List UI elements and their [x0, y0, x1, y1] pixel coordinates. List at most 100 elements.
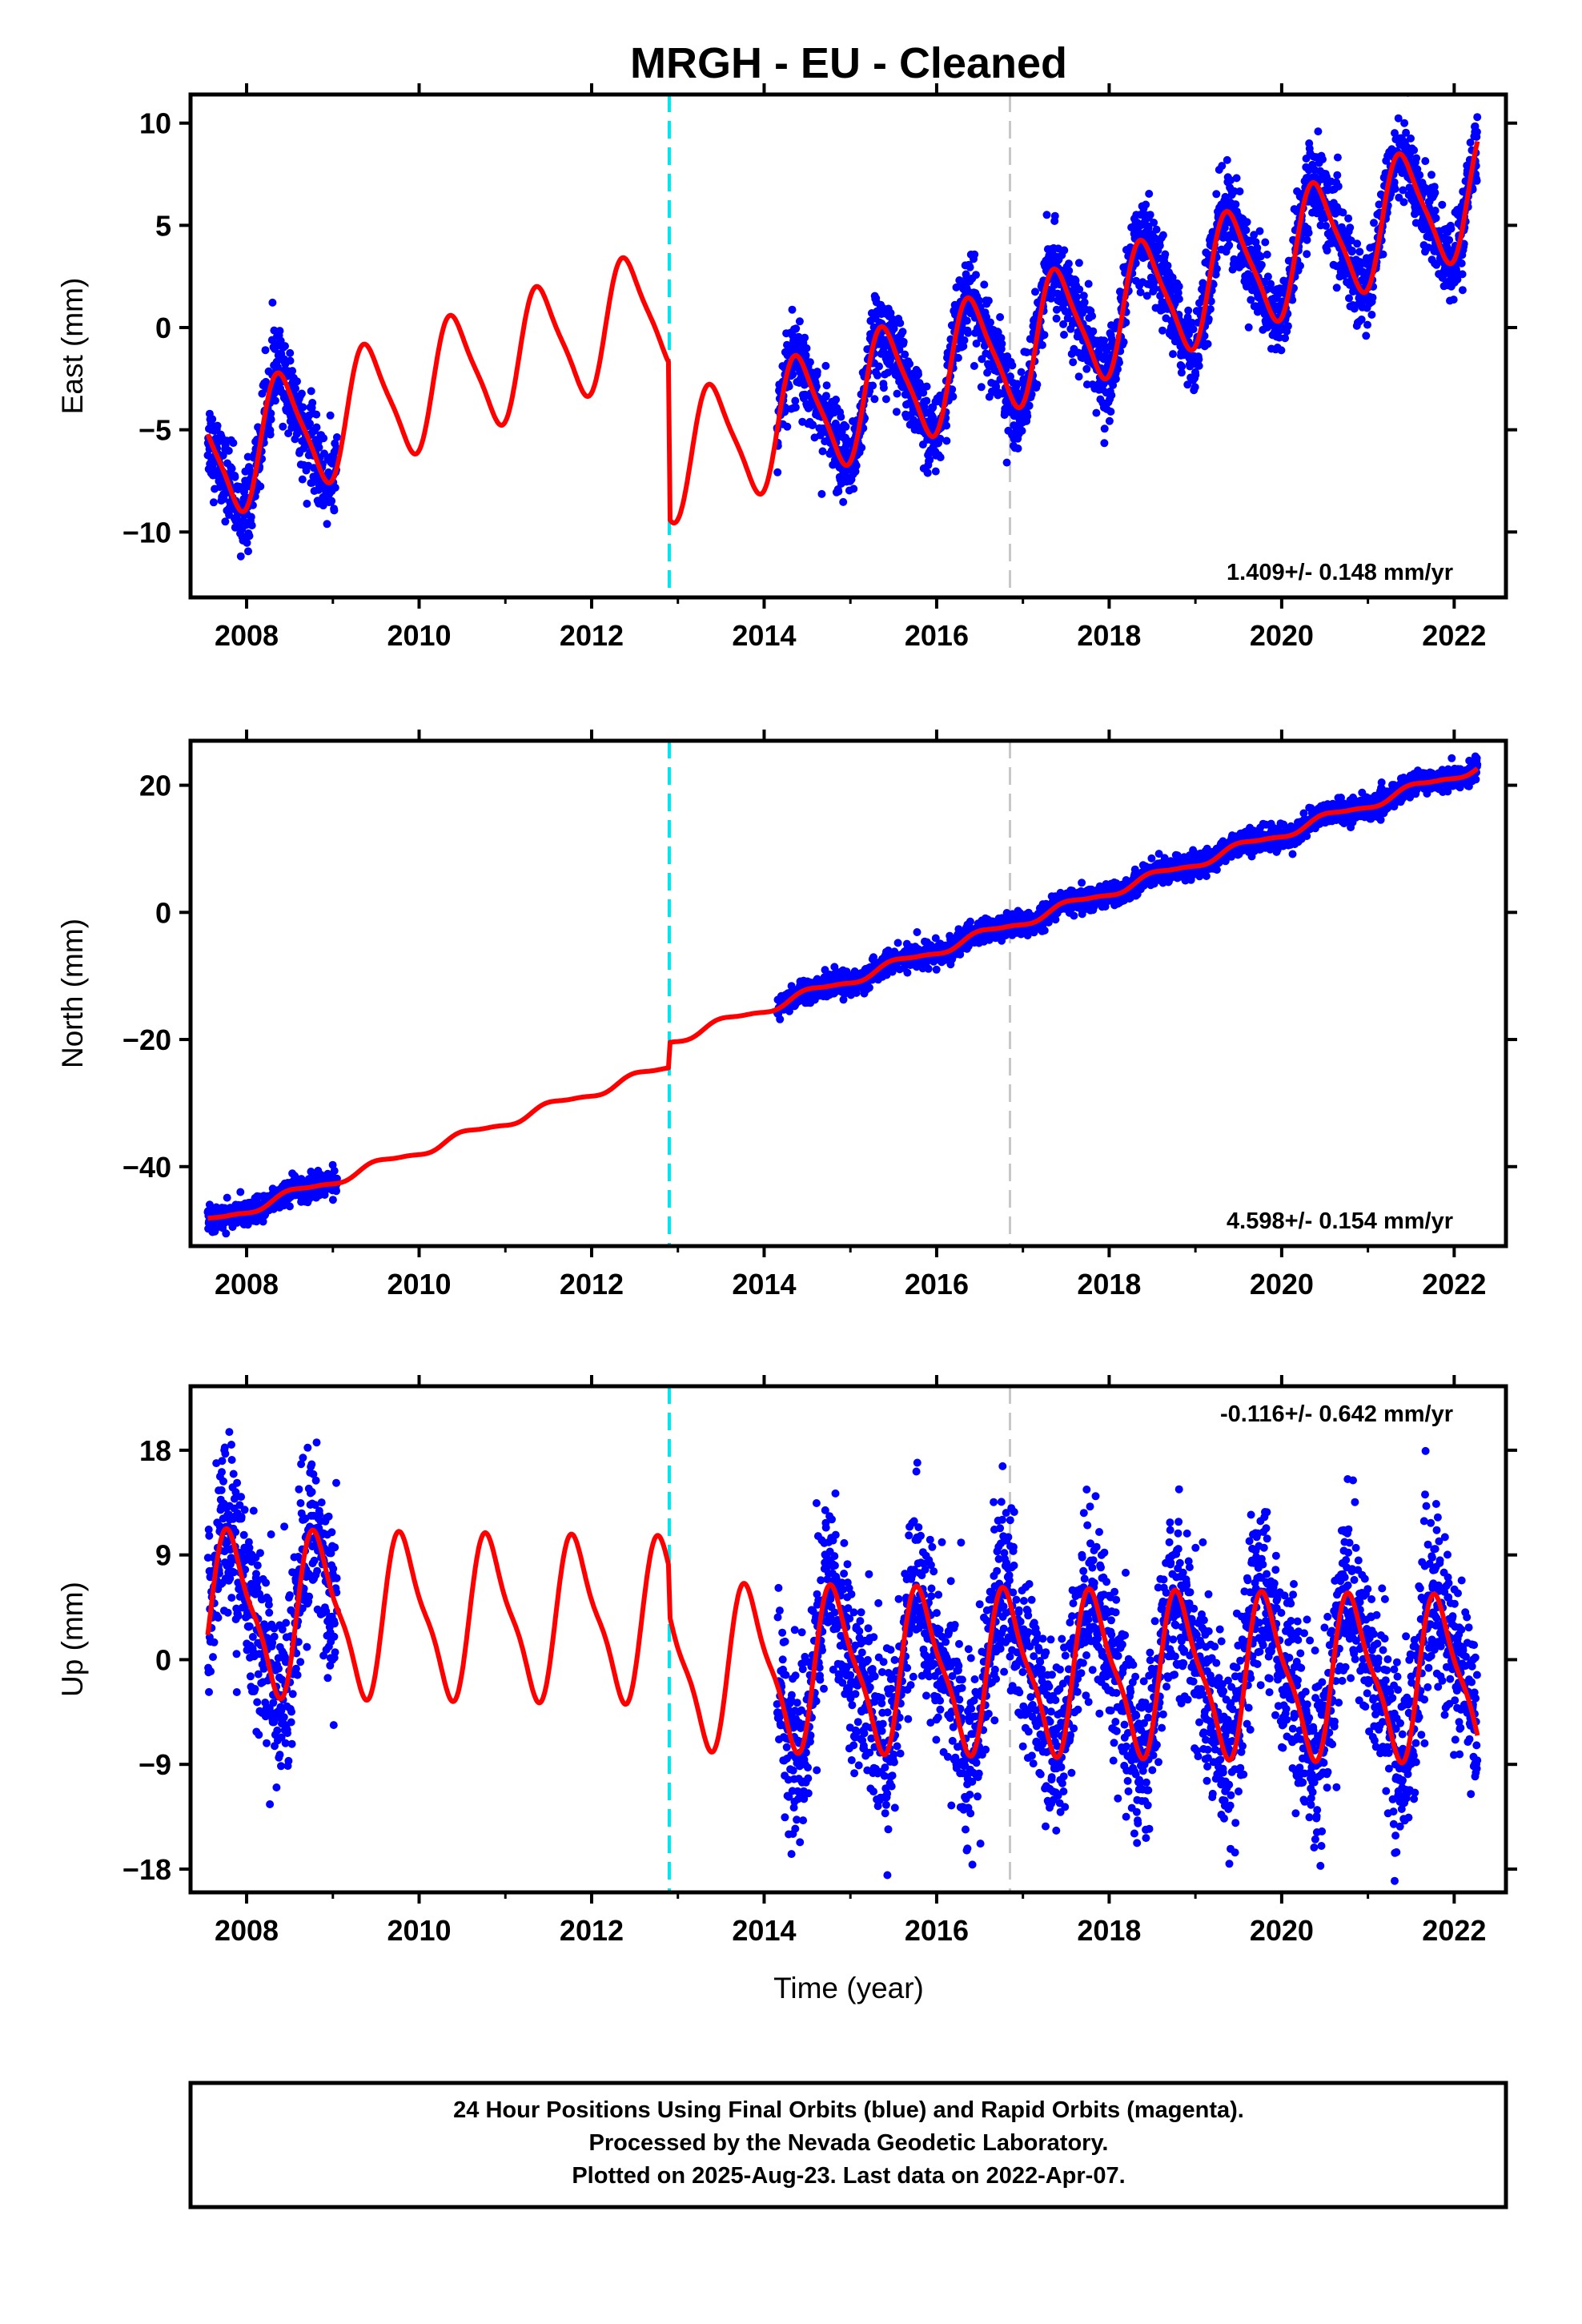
data-point — [271, 396, 279, 405]
data-point — [236, 1188, 245, 1196]
data-point — [1263, 250, 1271, 259]
data-point — [1060, 331, 1068, 339]
data-point — [1314, 127, 1323, 136]
data-point — [306, 419, 314, 428]
east-panel: 2008 2010 2012 2014 2016 2018 2020 20221050−5−1… — [56, 83, 1517, 652]
data-point — [1332, 283, 1341, 292]
data-point — [1079, 292, 1088, 300]
data-point — [813, 368, 821, 376]
data-point — [903, 968, 912, 977]
data-point — [1025, 401, 1034, 410]
data-point — [1334, 182, 1343, 191]
data-point — [1399, 186, 1407, 195]
data-point — [837, 412, 845, 421]
data-point — [841, 422, 850, 431]
data-point — [1333, 153, 1342, 162]
data-point — [1168, 273, 1177, 282]
y-tick-label: 0 — [155, 312, 171, 344]
data-point — [1277, 346, 1286, 355]
data-point — [898, 328, 907, 336]
data-point — [893, 939, 902, 947]
data-point — [1008, 361, 1017, 370]
data-point — [932, 965, 941, 974]
data-point — [1189, 325, 1198, 334]
data-point — [1232, 174, 1241, 183]
data-point — [996, 313, 1005, 321]
data-point — [870, 395, 879, 404]
data-point — [1390, 178, 1399, 187]
data-point — [268, 298, 277, 307]
data-point — [227, 464, 236, 473]
data-point — [1105, 416, 1114, 425]
data-point — [922, 382, 931, 391]
data-point — [1458, 270, 1467, 279]
data-point — [1322, 222, 1331, 230]
data-point — [1255, 227, 1264, 235]
data-point — [1027, 390, 1036, 399]
data-point — [1218, 162, 1227, 171]
data-point — [817, 489, 826, 498]
data-point — [809, 420, 817, 429]
data-point — [892, 408, 901, 416]
data-point — [1174, 295, 1183, 304]
data-point — [1100, 439, 1109, 448]
data-point — [1355, 247, 1364, 256]
data-point — [1136, 288, 1145, 296]
data-point — [1207, 297, 1215, 306]
data-point — [812, 382, 821, 391]
data-point — [303, 500, 311, 508]
data-point — [1407, 134, 1415, 143]
data-point — [977, 383, 986, 392]
data-point — [312, 410, 321, 419]
data-point — [1438, 200, 1447, 209]
x-tick-label: 2008 — [215, 619, 279, 652]
east-daily-points — [203, 94, 1482, 561]
data-point — [288, 367, 297, 376]
data-point — [1250, 231, 1259, 239]
data-point — [219, 451, 227, 460]
data-point — [1065, 267, 1074, 275]
data-point — [299, 403, 307, 412]
data-point — [1038, 340, 1046, 349]
data-point — [1150, 284, 1159, 293]
data-point — [773, 468, 782, 476]
data-point — [791, 403, 800, 412]
data-point — [1379, 250, 1387, 259]
data-point — [914, 370, 922, 379]
data-point — [1357, 316, 1366, 324]
data-point — [1431, 214, 1440, 223]
data-point — [1204, 315, 1213, 324]
x-tick-label: 2010 — [387, 619, 451, 652]
data-point — [881, 395, 890, 404]
data-point — [966, 917, 974, 926]
data-point — [256, 482, 265, 491]
data-point — [1191, 371, 1200, 380]
x-tick-label: 2014 — [732, 619, 796, 652]
data-point — [1453, 275, 1462, 283]
data-point — [1161, 250, 1170, 259]
data-point — [1399, 198, 1408, 207]
data-point — [1174, 288, 1182, 297]
x-tick-label: 2016 — [905, 619, 969, 652]
data-point — [1362, 332, 1371, 340]
y-tick-label: 5 — [155, 209, 171, 242]
data-point — [923, 468, 932, 477]
data-point — [983, 368, 992, 377]
data-point — [924, 964, 933, 973]
data-point — [795, 317, 804, 326]
data-point — [931, 467, 940, 476]
data-point — [1304, 228, 1313, 237]
data-point — [1323, 246, 1331, 255]
data-point — [1142, 292, 1151, 300]
data-point — [1347, 247, 1356, 255]
data-point — [1092, 408, 1101, 417]
data-point — [1169, 350, 1177, 359]
data-point — [1243, 218, 1251, 227]
data-point — [1084, 279, 1093, 288]
data-point — [1122, 318, 1130, 327]
data-point — [851, 467, 860, 476]
data-point — [788, 305, 797, 314]
data-point — [1363, 320, 1371, 329]
data-point — [1370, 219, 1378, 227]
data-point — [319, 434, 328, 443]
